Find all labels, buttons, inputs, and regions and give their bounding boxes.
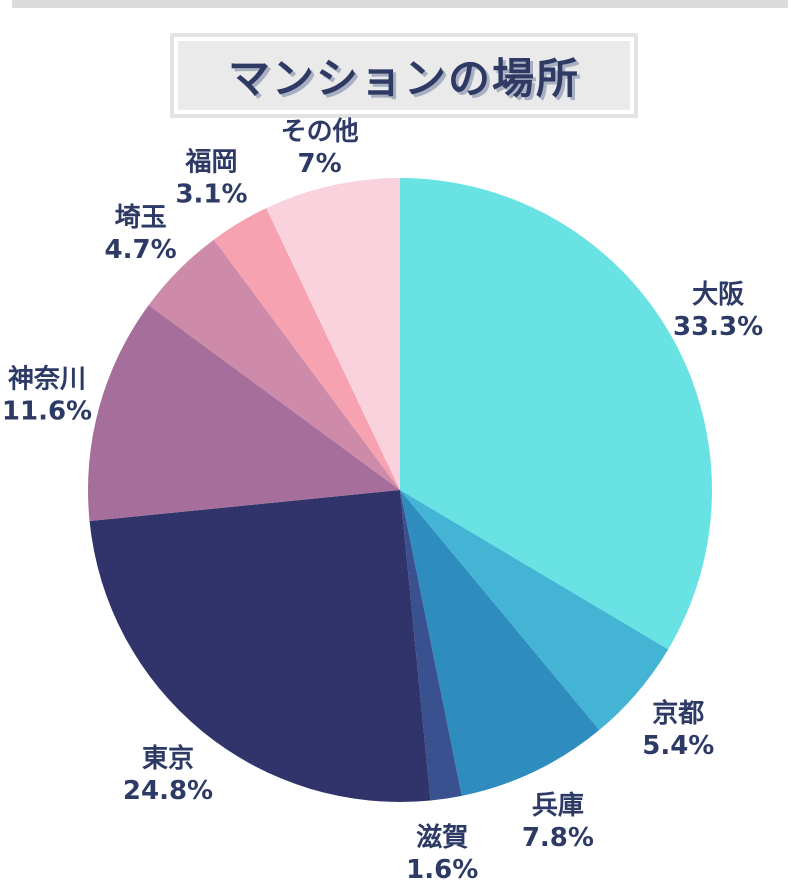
pie-slice-saitama [148, 239, 400, 490]
chart-title: マンションの場所 [227, 54, 580, 103]
slice-label-tokyo: 東京 24.8% [123, 743, 213, 806]
top-window-edge [12, 0, 788, 8]
pie-slice-other [266, 178, 400, 490]
pie-slice-kyoto [400, 490, 669, 731]
slice-label-saitama: 埼玉 4.7% [105, 203, 177, 265]
pie-slice-shiga [400, 490, 462, 801]
pie-slice-kanagawa [88, 305, 400, 522]
pie-slice-osaka [400, 178, 712, 650]
slice-label-shiga: 滋賀 1.6% [406, 822, 478, 880]
pie-slice-tokyo [89, 490, 431, 802]
slice-label-kyoto: 京都 5.4% [642, 698, 714, 761]
chart-title-box: マンションの場所 [170, 33, 638, 118]
pie-slice-fukuoka [213, 208, 400, 491]
slice-label-kanagawa: 神奈川 11.6% [2, 364, 92, 426]
pie-slice-hyogo [400, 490, 600, 796]
slice-label-other: その他 7% [281, 117, 359, 179]
slice-label-osaka: 大阪 33.3% [673, 280, 763, 342]
slice-label-fukuoka: 福岡 3.1% [175, 147, 247, 209]
slice-label-hyogo: 兵庫 7.8% [522, 791, 594, 853]
